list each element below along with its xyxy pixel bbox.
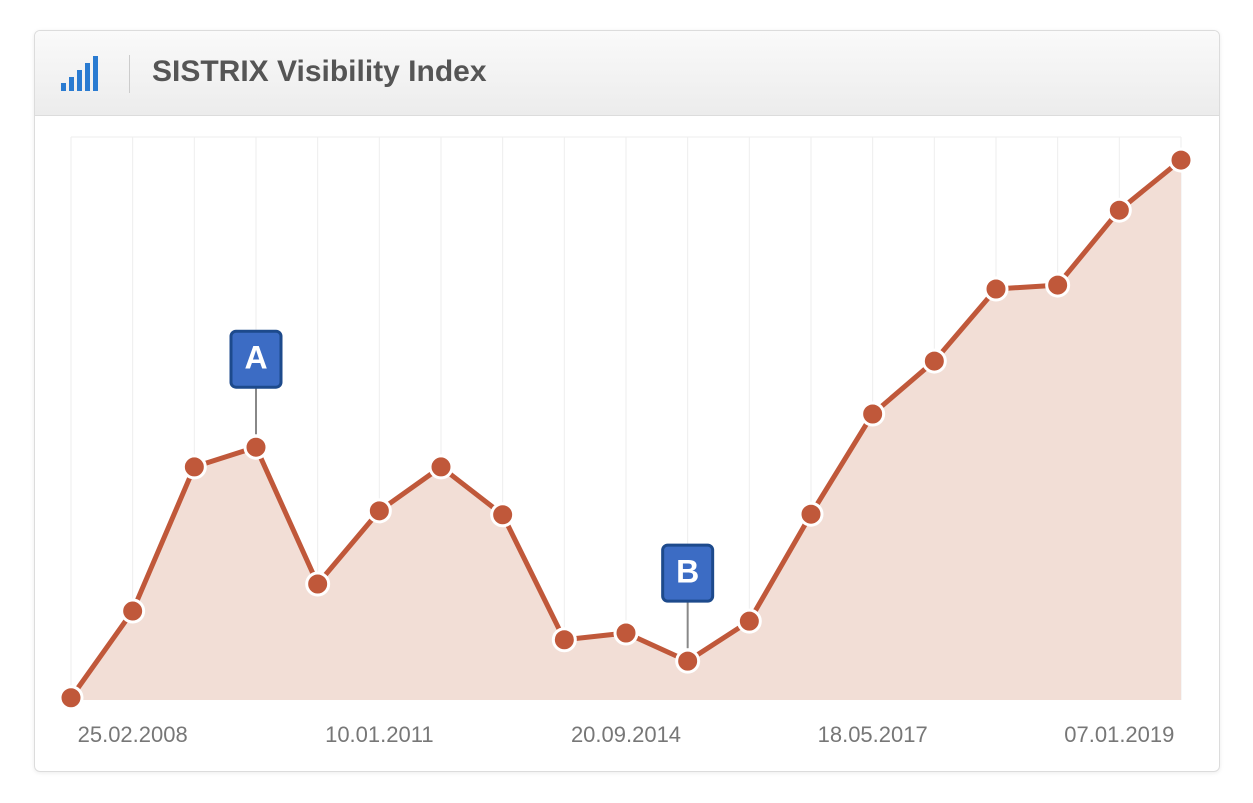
x-tick-label: 25.02.2008 [78,722,188,747]
x-tick-label: 18.05.2017 [818,722,928,747]
data-point [736,608,762,634]
data-point [366,498,392,524]
chart-title: SISTRIX Visibility Index [152,55,487,88]
data-point [921,348,947,374]
x-tick-label: 10.01.2011 [325,722,433,747]
icon [61,56,98,91]
data-point [1168,147,1194,173]
widget-header: SISTRIX Visibility Index [35,31,1219,116]
data-point [490,502,516,528]
area [71,160,1181,700]
data-point [1106,197,1132,223]
data-point [243,434,269,460]
annotation-label: A [244,340,267,376]
data-point [120,598,146,624]
data-point [798,501,824,527]
data-point [675,648,701,674]
data-point [983,276,1009,302]
x-tick-label: 07.01.2019 [1064,722,1174,747]
data-point [613,620,639,646]
data-point [551,627,577,653]
annotation-box [661,543,715,603]
data-point [58,685,84,711]
data-point [181,454,207,480]
annotation-label: B [676,554,699,590]
data-point [860,401,886,427]
annotation-box [229,329,283,389]
widget: SISTRIX Visibility Index [34,30,1220,772]
data-point [305,571,331,597]
data-point [1045,272,1071,298]
x-tick-label: 20.09.2014 [571,722,681,747]
data-point [428,454,454,480]
